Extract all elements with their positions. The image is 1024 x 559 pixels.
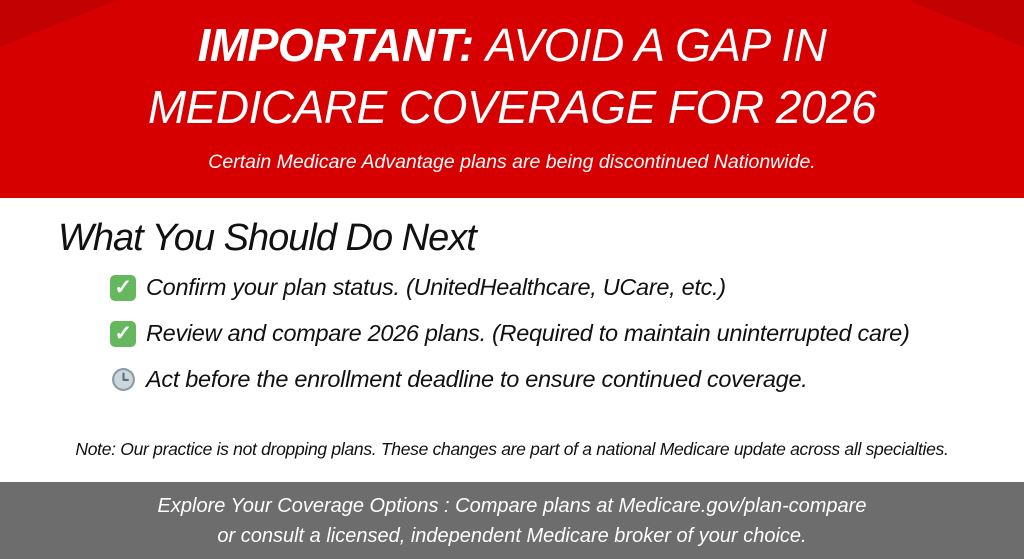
banner-subtitle: Certain Medicare Advantage plans are bei…	[208, 151, 816, 173]
corner-accent-left	[0, 0, 118, 47]
section-heading: What You Should Do Next	[58, 217, 477, 259]
checklist-item-text: Act before the enrollment deadline to en…	[146, 366, 808, 392]
clock-icon	[110, 367, 136, 393]
practice-note: Note: Our practice is not dropping plans…	[75, 439, 949, 459]
footer-line1: Explore Your Coverage Options : Compare …	[157, 495, 867, 517]
action-section: What You Should Do Next ✓ Confirm your p…	[0, 198, 1024, 482]
headline-rest: AVOID A GAP IN	[485, 19, 827, 71]
headline: IMPORTANT: AVOID A GAP IN MEDICARE COVERAG…	[0, 0, 1024, 138]
headline-line2: MEDICARE COVERAGE FOR 2026	[147, 81, 877, 133]
checklist-item: ✓ Confirm your plan status. (UnitedHealt…	[110, 274, 1024, 301]
check-icon: ✓	[110, 274, 136, 301]
checklist: ✓ Confirm your plan status. (UnitedHealt…	[110, 274, 1024, 393]
corner-accent-right	[906, 0, 1024, 47]
check-icon: ✓	[110, 320, 136, 347]
checklist-item-text: Confirm your plan status. (UnitedHealthc…	[146, 274, 726, 300]
checklist-item-text: Review and compare 2026 plans. (Required…	[146, 320, 910, 346]
checklist-item: Act before the enrollment deadline to en…	[110, 366, 1024, 393]
footer-bar: Explore Your Coverage Options : Compare …	[0, 482, 1024, 559]
alert-banner: IMPORTANT: AVOID A GAP IN MEDICARE COVERAG…	[0, 0, 1024, 198]
footer-line2: or consult a licensed, independent Medic…	[217, 525, 807, 547]
headline-emphasis: IMPORTANT:	[197, 19, 475, 71]
checklist-item: ✓ Review and compare 2026 plans. (Requir…	[110, 320, 1024, 347]
